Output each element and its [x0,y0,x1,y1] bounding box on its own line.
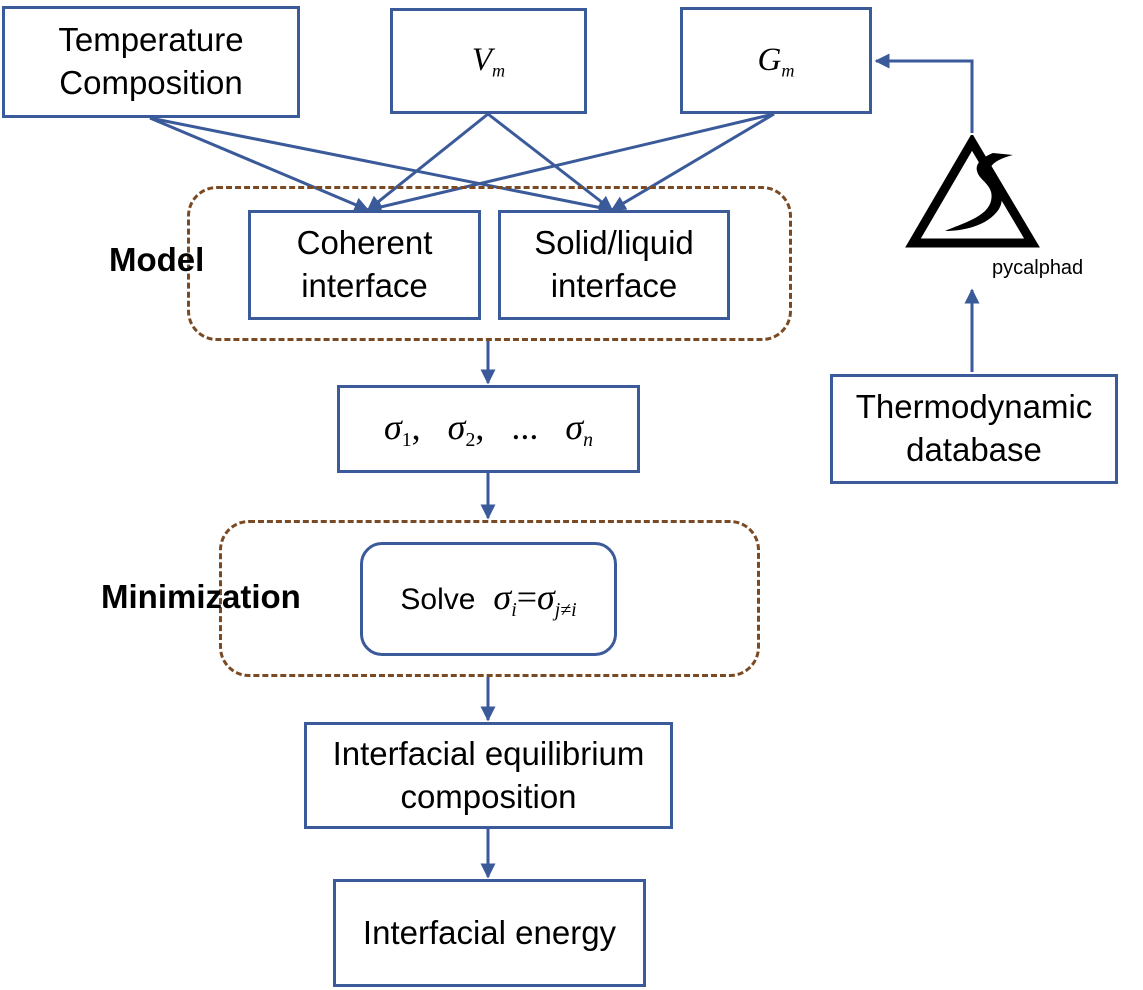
edge-vm-to-solidliquid [487,112,614,212]
model-group [187,186,792,341]
interfacial-equilibrium-composition-node: Interfacial equilibrium composition [304,722,673,829]
molar-volume-node: Vm [390,8,587,114]
sigma-values-expression: σ1, σ2, ... σn [384,407,593,452]
molar-volume-symbol: Vm [471,42,506,81]
coherent-interface-label: interface [301,267,428,304]
pycalphad-logo-icon [905,135,1040,248]
solve-node: Solve σi=σj≠i [360,542,617,656]
composition-label: Composition [59,64,243,101]
minimization-group [219,520,760,677]
edge-tempcomp-to-solidliquid [149,116,614,215]
gibbs-energy-symbol: Gm [757,41,795,80]
coherent-interface-node: Coherent interface [248,210,481,320]
edge-gm-to-solidliquid [610,112,775,212]
thermodynamic-label: Thermodynamic [855,388,1093,426]
temperature-composition-node: Temperature Composition [2,6,300,118]
edge-tempcomp-to-coherent [149,116,370,212]
edge-pycalphad-to-gm [874,53,974,133]
sigma-values-node: σ1, σ2, ... σn [337,385,640,473]
minimization-group-label: Minimization [101,578,301,615]
solid-liquid-interface-node: Solid/liquid interface [498,210,730,320]
database-label: database [906,431,1042,468]
edge-vm-to-coherent [366,112,489,212]
thermodynamic-database-node: Thermodynamic database [830,374,1118,484]
solid-liquid-label: Solid/liquid [534,224,694,262]
model-group-label: Model [109,241,205,278]
gibbs-energy-node: Gm [680,7,872,114]
pycalphad-caption: pycalphad [992,257,1084,279]
solid-liquid-interface-label: interface [550,267,678,304]
equilibrium-label: Interfacial equilibrium [332,734,645,772]
interfacial-energy-label: Interfacial energy [362,913,617,951]
composition-result-label: composition [400,777,577,815]
interfacial-energy-node: Interfacial energy [333,879,646,987]
solve-label: Solve [400,582,476,616]
coherent-label: Coherent [296,224,433,262]
solve-equation: σi=σj≠i [493,577,577,622]
edge-gm-to-coherent [366,112,775,215]
temperature-label: Temperature [58,21,244,59]
